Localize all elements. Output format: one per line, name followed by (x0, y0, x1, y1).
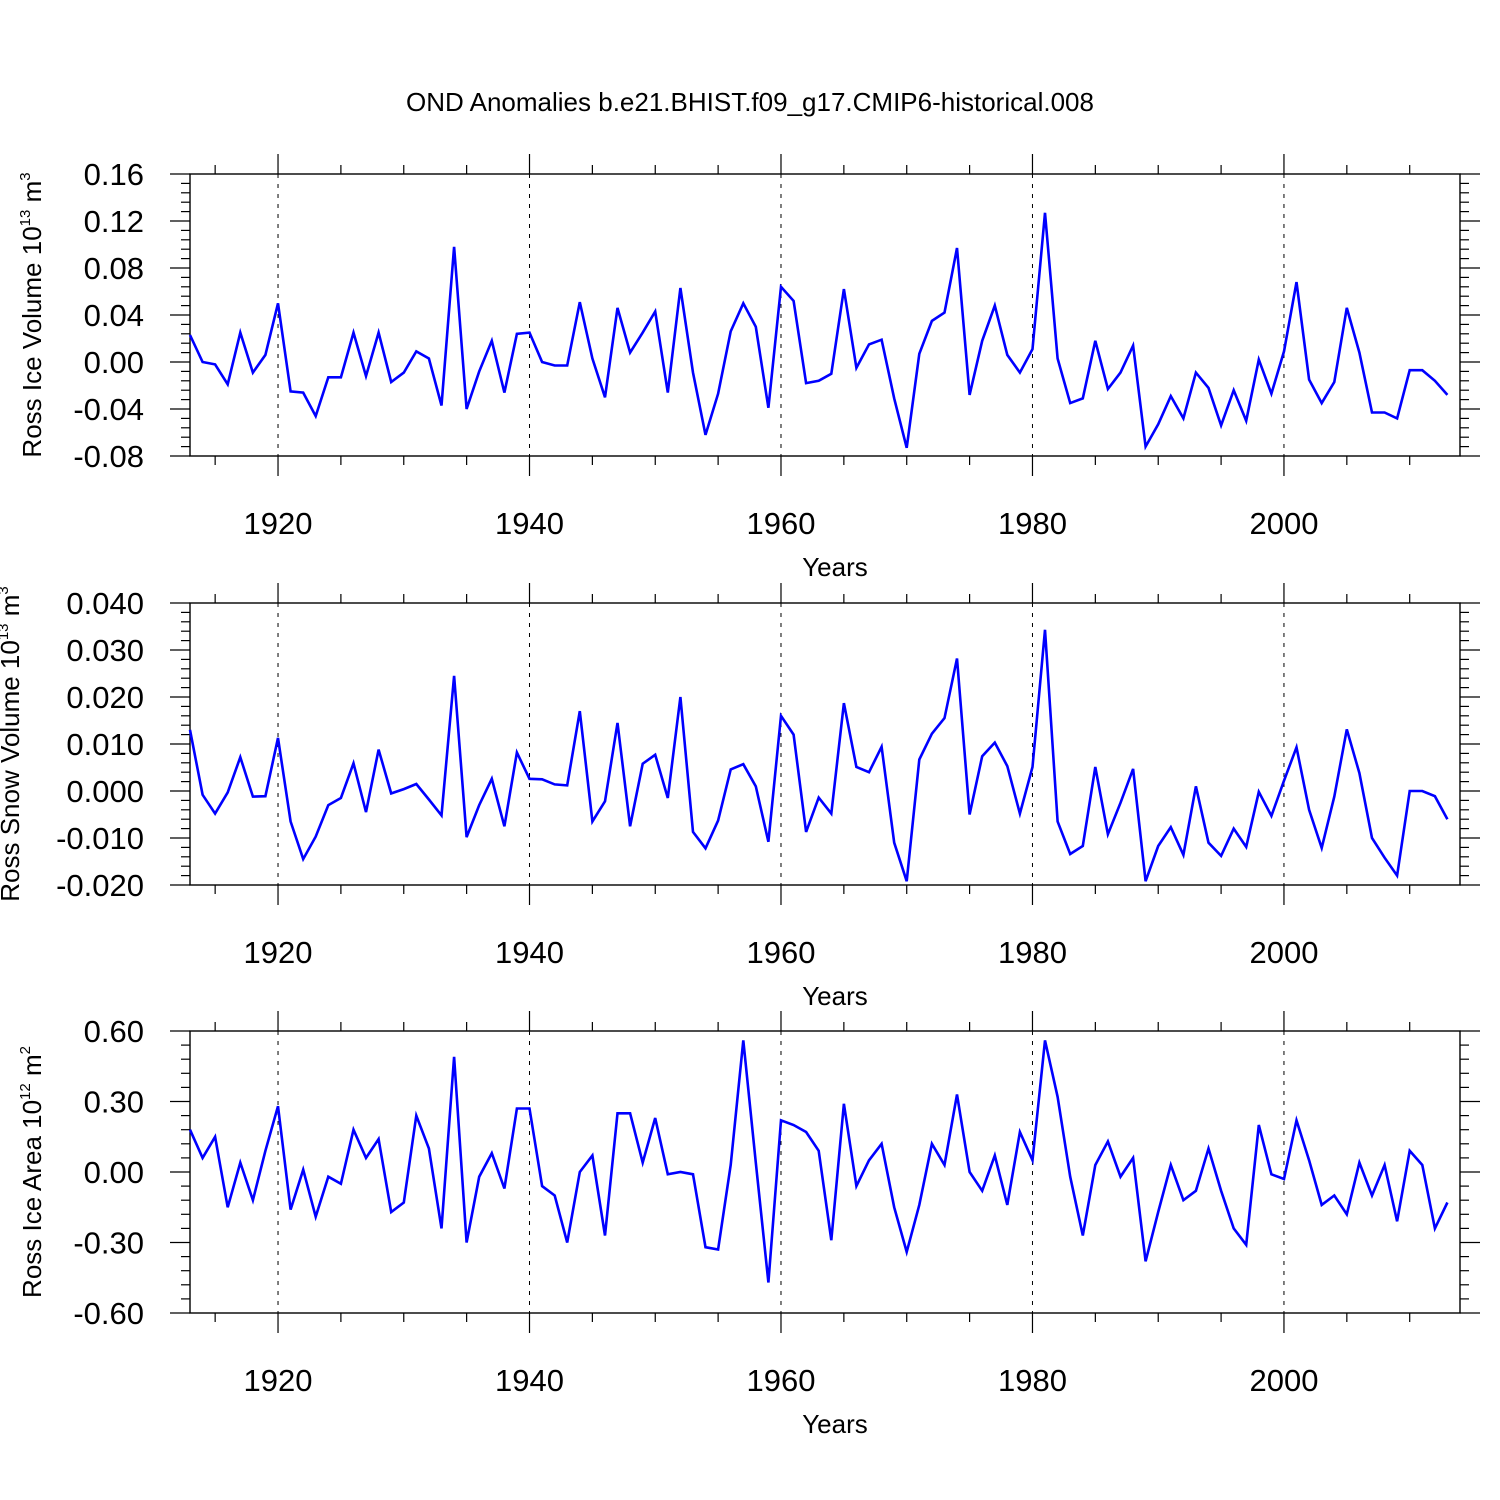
y-tick-label: 0.040 (66, 586, 144, 621)
x-tick-label: 2000 (1249, 935, 1318, 970)
x-tick-label: 1940 (495, 1363, 564, 1398)
y-tick-label: 0.00 (84, 345, 144, 380)
x-tick-label: 1920 (244, 506, 313, 541)
y-axis-title-text: Ross Ice Area 10 (17, 1100, 47, 1298)
x-tick-label: 1940 (495, 935, 564, 970)
series-line (188, 212, 1449, 451)
series-line (188, 629, 1449, 882)
x-tick-label: 1920 (244, 935, 313, 970)
y-axis-title-unit-exponent: 3 (0, 586, 12, 594)
y-tick-label: 0.000 (66, 774, 144, 809)
series-line (188, 1040, 1449, 1283)
x-tick-label: 1960 (747, 1363, 816, 1398)
x-tick-label: 1920 (244, 1363, 313, 1398)
x-tick-label: 2000 (1249, 506, 1318, 541)
y-axis-title: Ross Ice Volume 1013 m3 (17, 172, 47, 457)
y-axis-title-exponent: 12 (17, 1083, 34, 1100)
x-axis-title: Years (802, 981, 868, 1011)
y-axis-title-unit: m (0, 595, 25, 624)
x-axis-title: Years (802, 552, 868, 582)
plot-frame (189, 602, 1461, 886)
y-tick-label: 0.12 (84, 204, 144, 239)
x-tick-label: 1980 (998, 935, 1067, 970)
y-tick-label: 0.08 (84, 251, 144, 286)
y-tick-label: -0.020 (56, 868, 144, 903)
y-tick-label: -0.08 (73, 439, 144, 474)
y-axis-title-unit: m (17, 181, 47, 210)
y-axis-title-exponent: 13 (17, 210, 34, 227)
x-tick-label: 2000 (1249, 1363, 1318, 1398)
x-tick-label: 1940 (495, 506, 564, 541)
x-axis-title: Years (802, 1409, 868, 1439)
y-tick-label: 0.00 (84, 1155, 144, 1190)
plot-frame (189, 173, 1461, 457)
x-tick-label: 1960 (747, 506, 816, 541)
y-axis-title-unit-exponent: 3 (17, 172, 34, 180)
y-axis-title-text: Ross Snow Volume 10 (0, 640, 25, 902)
y-axis-title: Ross Ice Area 1012 m2 (17, 1046, 47, 1298)
panel-3: 1920 1940 1960 1980 2000 -0.60 -0.30 0.00 0.30 0.… (17, 1011, 1480, 1439)
y-tick-label: 0.020 (66, 680, 144, 715)
y-axis-title-unit-exponent: 2 (17, 1046, 34, 1054)
figure-title: OND Anomalies b.e21.BHIST.f09_g17.CMIP6-… (406, 87, 1094, 117)
y-axis-title-exponent: 13 (0, 623, 12, 640)
x-tick-label: 1980 (998, 506, 1067, 541)
y-tick-label: 0.60 (84, 1014, 144, 1049)
y-tick-label: 0.030 (66, 633, 144, 668)
y-axis-title-unit: m (17, 1054, 47, 1083)
y-tick-label: 0.30 (84, 1085, 144, 1120)
y-tick-label: 0.010 (66, 727, 144, 762)
x-tick-label: 1960 (747, 935, 816, 970)
y-tick-label: 0.04 (84, 298, 144, 333)
y-tick-label: -0.04 (73, 392, 144, 427)
y-axis-title-text: Ross Ice Volume 10 (17, 226, 47, 457)
x-tick-label: 1980 (998, 1363, 1067, 1398)
y-tick-label: -0.60 (73, 1296, 144, 1331)
y-tick-label: 0.16 (84, 157, 144, 192)
panel-1: 1920 1940 1960 1980 2000 -0.08 -0.04 0.00 0.04 0.… (17, 154, 1480, 582)
y-axis-title: Ross Snow Volume 1013 m3 (0, 586, 25, 902)
y-tick-label: -0.30 (73, 1226, 144, 1261)
panel-2: 1920 1940 1960 1980 2000 -0.020 -0.010 0.000 0.0… (0, 583, 1480, 1011)
y-tick-label: -0.010 (56, 821, 144, 856)
